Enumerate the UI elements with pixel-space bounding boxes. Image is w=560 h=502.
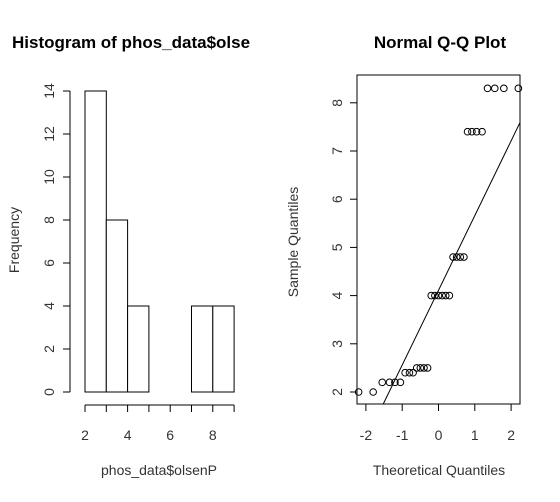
qq-reference-line <box>382 122 521 405</box>
qq-point <box>420 364 428 372</box>
qq-point <box>460 253 468 261</box>
qq-points <box>354 84 523 396</box>
histogram-bar <box>127 305 150 393</box>
qq-point <box>385 378 394 387</box>
qq-point <box>409 368 417 377</box>
histogram-panel: Histogram of phos_data$olse phos_data$ol… <box>6 33 250 478</box>
qq-point <box>378 378 387 387</box>
qq-line <box>382 122 521 405</box>
histogram-bar <box>84 90 107 393</box>
qq-x-tick-label: 1 <box>471 427 479 443</box>
qq-point <box>423 364 432 372</box>
histogram-y-tick-label: 0 <box>41 388 57 396</box>
histogram-bars <box>84 90 235 393</box>
qq-x-tick-label: 2 <box>507 427 515 443</box>
qq-point <box>468 127 476 136</box>
histogram-bar <box>212 305 235 393</box>
qq-point <box>500 84 508 93</box>
histogram-y-tick-label: 10 <box>41 169 57 185</box>
qq-y-tick-label: 3 <box>329 340 345 348</box>
qq-point <box>369 388 377 396</box>
qq-point <box>472 127 481 136</box>
qq-point <box>396 378 405 387</box>
qq-point <box>438 291 446 300</box>
qq-axes: -2 -1 0 1 2 2 3 4 5 6 7 8 <box>329 99 515 443</box>
qq-x-tick-label: -1 <box>396 427 409 443</box>
qq-plot-box <box>356 74 521 405</box>
qq-point <box>427 291 436 300</box>
histogram-y-tick-label: 14 <box>41 83 57 99</box>
histogram-y-tick-label: 12 <box>41 126 57 142</box>
qq-panel: Normal Q-Q Plot Theoretical Quantiles Sa… <box>285 33 523 478</box>
qq-point <box>441 291 450 300</box>
histogram-y-tick-label: 6 <box>41 259 57 267</box>
qq-x-tick-label: -2 <box>360 427 373 443</box>
histogram-x-tick-label: 6 <box>166 427 174 443</box>
qq-point <box>514 84 523 93</box>
qq-point <box>478 127 486 136</box>
qq-y-tick-label: 4 <box>329 291 345 299</box>
qq-y-tick-label: 8 <box>329 99 345 107</box>
qq-ylabel: Sample Quantiles <box>285 187 301 298</box>
qq-point <box>490 84 499 93</box>
histogram-title: Histogram of phos_data$olse <box>12 33 250 52</box>
qq-y-tick-label: 6 <box>329 195 345 203</box>
qq-point <box>401 368 409 377</box>
histogram-x-tick-label: 8 <box>209 427 217 443</box>
histogram-x-tick-label: 4 <box>124 427 132 443</box>
qq-y-tick-label: 7 <box>329 147 345 155</box>
histogram-bar <box>191 305 214 393</box>
histogram-x-tick-label: 2 <box>81 427 89 443</box>
qq-point <box>416 364 425 372</box>
qq-point <box>434 291 443 300</box>
qq-point <box>445 291 454 300</box>
histogram-y-tick-label: 4 <box>41 302 57 310</box>
histogram-xlabel: phos_data$olsenP <box>101 462 217 478</box>
qq-xlabel: Theoretical Quantiles <box>373 462 505 478</box>
qq-point <box>463 127 472 136</box>
histogram-y-tick-label: 8 <box>41 216 57 224</box>
qq-point <box>405 368 414 377</box>
histogram-ylabel: Frequency <box>6 207 22 273</box>
qq-x-tick-label: 0 <box>435 427 443 443</box>
qq-title: Normal Q-Q Plot <box>374 33 507 52</box>
qq-point <box>483 84 492 93</box>
histogram-y-tick-label: 2 <box>41 345 57 353</box>
qq-point <box>412 364 421 372</box>
histogram-axes: 0 2 4 6 8 10 12 14 2 4 6 8 <box>41 83 235 443</box>
histogram-bar <box>105 219 129 393</box>
qq-y-tick-label: 2 <box>329 388 345 396</box>
qq-y-tick-label: 5 <box>329 243 345 251</box>
qq-point <box>456 253 465 261</box>
